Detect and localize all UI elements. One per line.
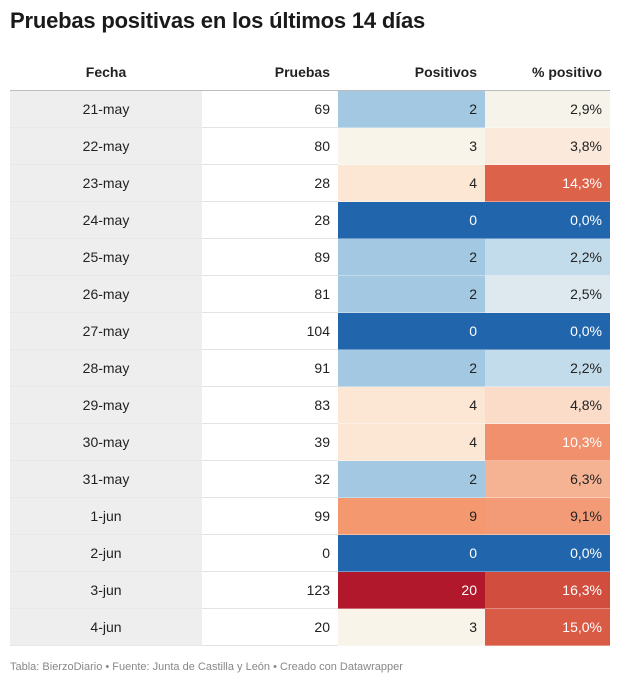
cell-pct-positivo: 2,9% — [485, 90, 610, 128]
cell-positivos: 9 — [338, 497, 485, 535]
table-row: 29-may 83 4 4,8% — [10, 386, 610, 424]
cell-pct-positivo: 0,0% — [485, 201, 610, 239]
cell-positivos: 2 — [338, 90, 485, 128]
column-header-fecha[interactable]: Fecha — [10, 54, 202, 91]
cell-positivos: 3 — [338, 608, 485, 646]
cell-fecha: 27-may — [10, 312, 202, 350]
cell-fecha: 31-may — [10, 460, 202, 498]
table-row: 28-may 91 2 2,2% — [10, 349, 610, 387]
table-row: 30-may 39 4 10,3% — [10, 423, 610, 461]
cell-positivos: 4 — [338, 386, 485, 424]
cell-pct-positivo: 6,3% — [485, 460, 610, 498]
cell-pruebas: 91 — [202, 349, 338, 387]
cell-pruebas: 89 — [202, 238, 338, 276]
table-row: 21-may 69 2 2,9% — [10, 90, 610, 128]
cell-fecha: 28-may — [10, 349, 202, 387]
cell-pct-positivo: 14,3% — [485, 164, 610, 202]
cell-positivos: 2 — [338, 460, 485, 498]
cell-pruebas: 39 — [202, 423, 338, 461]
cell-pruebas: 99 — [202, 497, 338, 535]
header-row: Fecha Pruebas Positivos % positivo — [10, 54, 610, 91]
table-row: 22-may 80 3 3,8% — [10, 127, 610, 165]
cell-pct-positivo: 10,3% — [485, 423, 610, 461]
cell-pruebas: 83 — [202, 386, 338, 424]
cell-pct-positivo: 3,8% — [485, 127, 610, 165]
table-row: 26-may 81 2 2,5% — [10, 275, 610, 313]
cell-pruebas: 0 — [202, 534, 338, 572]
cell-positivos: 0 — [338, 312, 485, 350]
cell-fecha: 1-jun — [10, 497, 202, 535]
table-row: 4-jun 20 3 15,0% — [10, 608, 610, 646]
cell-pruebas: 28 — [202, 164, 338, 202]
table-row: 25-may 89 2 2,2% — [10, 238, 610, 276]
cell-fecha: 29-may — [10, 386, 202, 424]
cell-positivos: 20 — [338, 571, 485, 609]
cell-pruebas: 32 — [202, 460, 338, 498]
cell-pruebas: 80 — [202, 127, 338, 165]
column-header-pct-positivo[interactable]: % positivo — [485, 54, 610, 91]
cell-pct-positivo: 2,5% — [485, 275, 610, 313]
cell-fecha: 4-jun — [10, 608, 202, 646]
table-row: 2-jun 0 0 0,0% — [10, 534, 610, 572]
cell-fecha: 30-may — [10, 423, 202, 461]
cell-pct-positivo: 0,0% — [485, 534, 610, 572]
cell-positivos: 2 — [338, 238, 485, 276]
cell-positivos: 4 — [338, 423, 485, 461]
cell-pct-positivo: 2,2% — [485, 349, 610, 387]
cell-fecha: 21-may — [10, 90, 202, 128]
cell-pruebas: 20 — [202, 608, 338, 646]
table-row: 31-may 32 2 6,3% — [10, 460, 610, 498]
cell-positivos: 3 — [338, 127, 485, 165]
cell-pct-positivo: 15,0% — [485, 608, 610, 646]
column-header-pruebas[interactable]: Pruebas — [202, 54, 338, 91]
cell-pruebas: 69 — [202, 90, 338, 128]
cell-pct-positivo: 4,8% — [485, 386, 610, 424]
cell-pct-positivo: 0,0% — [485, 312, 610, 350]
cell-positivos: 0 — [338, 201, 485, 239]
table-row: 24-may 28 0 0,0% — [10, 201, 610, 239]
table-row: 27-may 104 0 0,0% — [10, 312, 610, 350]
cell-fecha: 24-may — [10, 201, 202, 239]
cell-positivos: 4 — [338, 164, 485, 202]
column-header-positivos[interactable]: Positivos — [338, 54, 485, 91]
cell-fecha: 3-jun — [10, 571, 202, 609]
cell-positivos: 0 — [338, 534, 485, 572]
source-note: Tabla: BierzoDiario • Fuente: Junta de C… — [10, 661, 403, 673]
cell-fecha: 25-may — [10, 238, 202, 276]
cell-fecha: 2-jun — [10, 534, 202, 572]
cell-fecha: 26-may — [10, 275, 202, 313]
table-body: 21-may 69 2 2,9% 22-may 80 3 3,8% 23-may 28 4 14,3%… — [10, 90, 610, 646]
cell-fecha: 23-may — [10, 164, 202, 202]
cell-pct-positivo: 9,1% — [485, 497, 610, 535]
cell-pruebas: 104 — [202, 312, 338, 350]
cell-pruebas: 123 — [202, 571, 338, 609]
table-row: 1-jun 99 9 9,1% — [10, 497, 610, 535]
cell-pct-positivo: 2,2% — [485, 238, 610, 276]
cell-positivos: 2 — [338, 275, 485, 313]
cell-pct-positivo: 16,3% — [485, 571, 610, 609]
cell-pruebas: 28 — [202, 201, 338, 239]
data-table: Fecha Pruebas Positivos % positivo 21-ma… — [10, 54, 610, 646]
table-row: 3-jun 123 20 16,3% — [10, 571, 610, 609]
cell-positivos: 2 — [338, 349, 485, 387]
cell-fecha: 22-may — [10, 127, 202, 165]
cell-pruebas: 81 — [202, 275, 338, 313]
table-row: 23-may 28 4 14,3% — [10, 164, 610, 202]
chart-title: Pruebas positivas en los últimos 14 días — [10, 8, 426, 33]
